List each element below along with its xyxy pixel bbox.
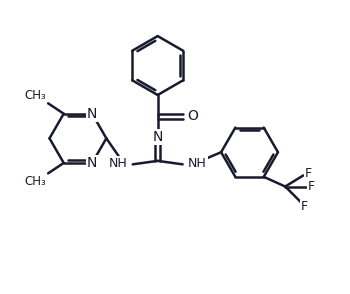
Text: F: F — [305, 167, 312, 180]
Text: F: F — [301, 200, 308, 213]
Text: CH₃: CH₃ — [25, 88, 47, 102]
Text: N: N — [87, 156, 97, 170]
Text: F: F — [308, 180, 315, 193]
Text: NH: NH — [188, 157, 206, 170]
Text: O: O — [187, 109, 198, 123]
Text: N: N — [153, 130, 163, 144]
Text: NH: NH — [109, 157, 127, 170]
Text: N: N — [87, 107, 97, 121]
Text: CH₃: CH₃ — [25, 175, 47, 188]
